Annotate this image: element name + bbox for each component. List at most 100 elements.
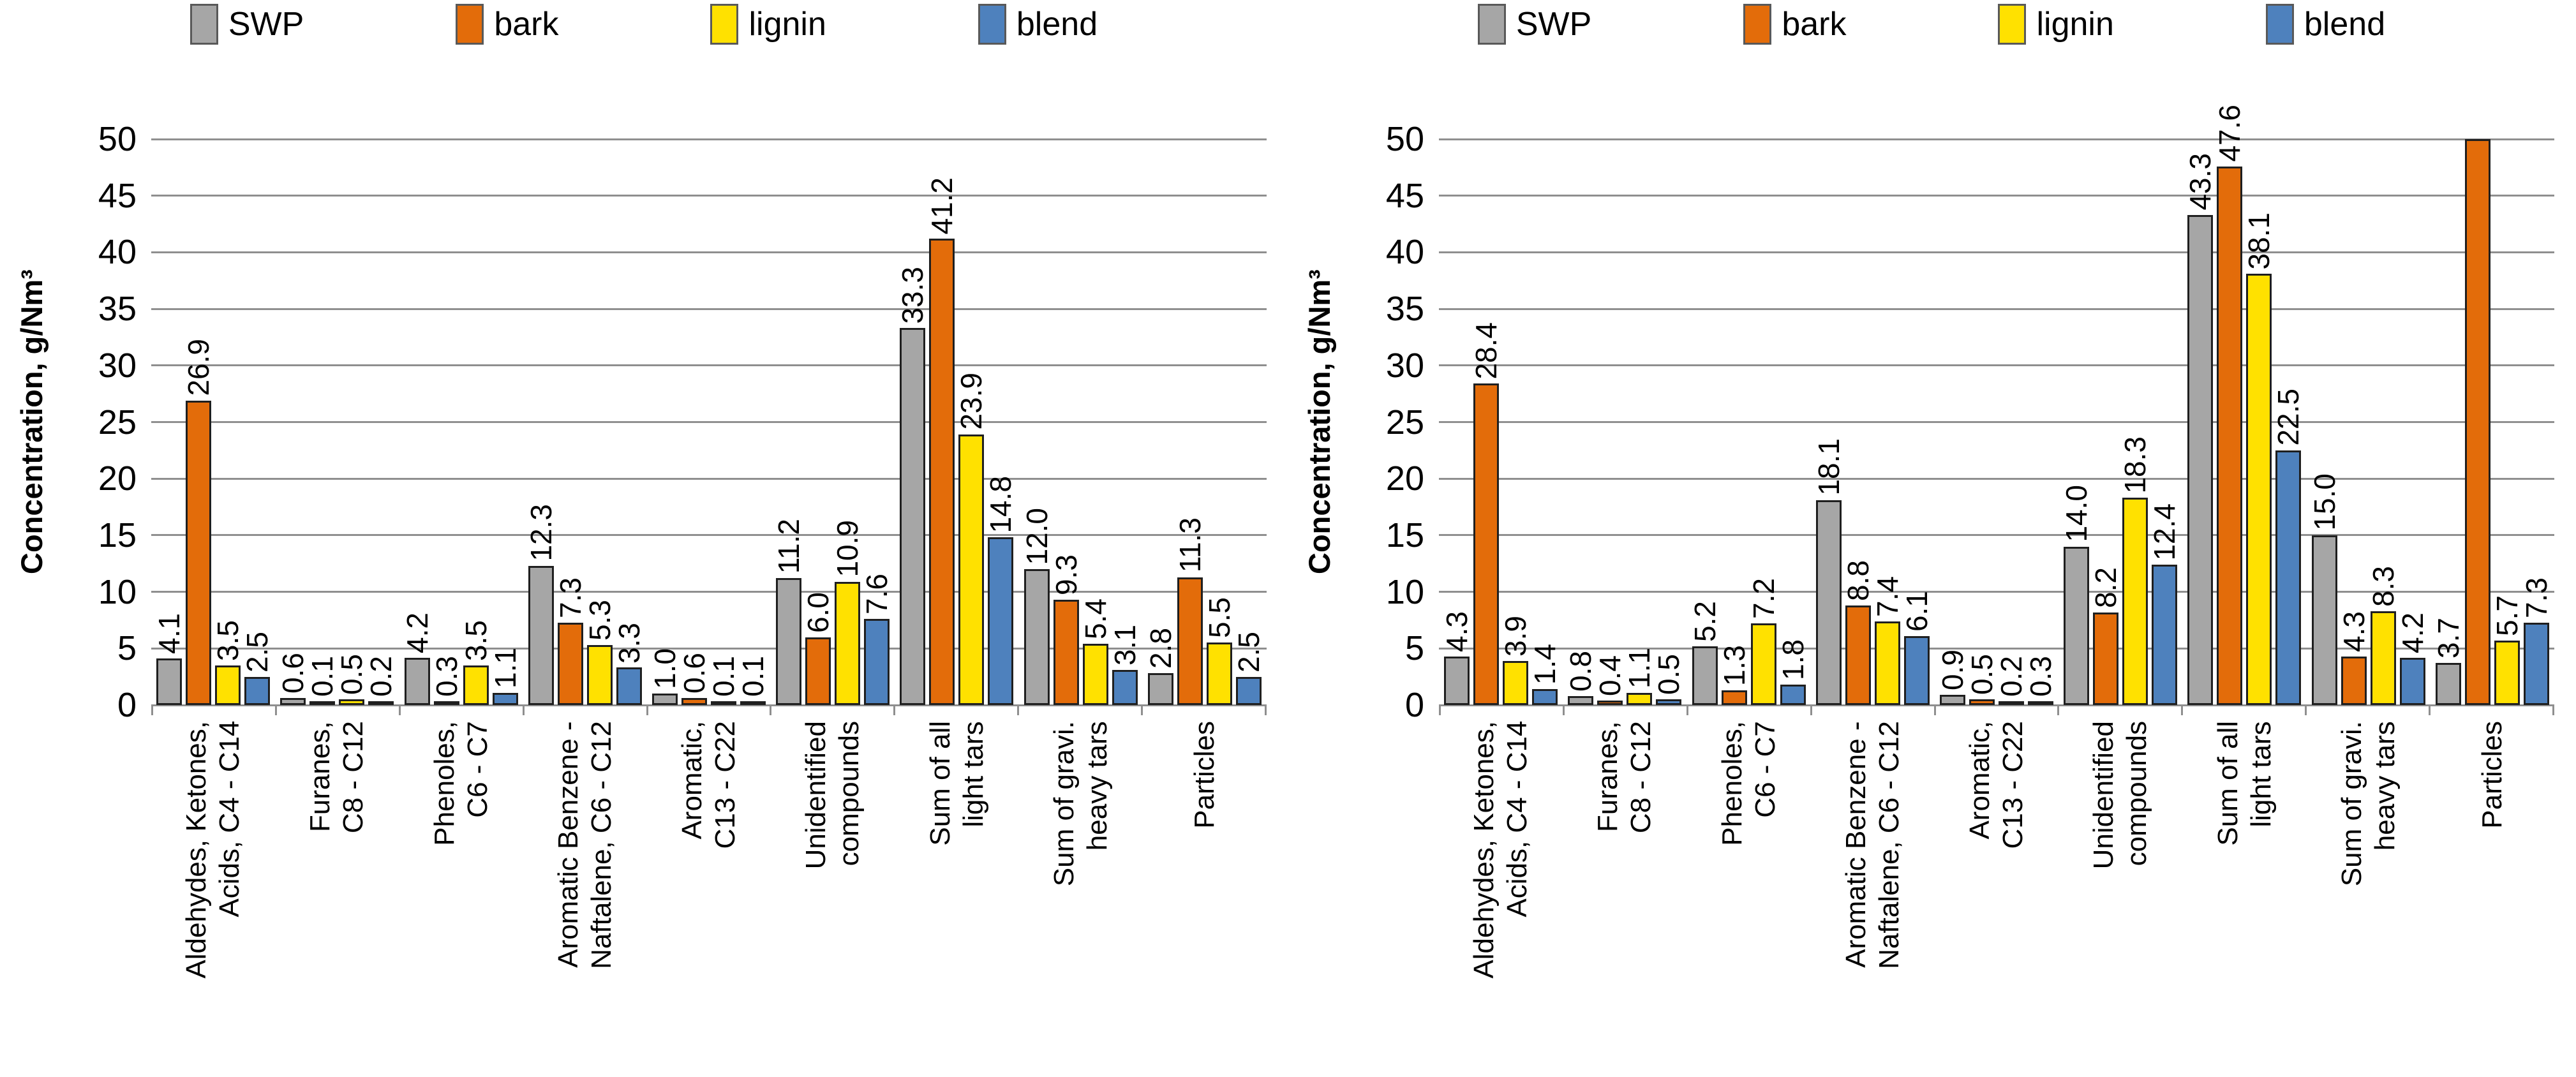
bar-value-label: 1.8 bbox=[1776, 639, 1810, 681]
bar-value-label: 7.3 bbox=[553, 577, 587, 618]
bar-value-label: 7.3 bbox=[2519, 577, 2553, 618]
x-axis-tick bbox=[2181, 705, 2305, 715]
bar-value-label: 1.4 bbox=[1528, 644, 1562, 685]
bar-value-label: 2.8 bbox=[1143, 628, 1177, 669]
bar-SWP: 1.0 bbox=[648, 648, 681, 705]
legend: SWP bark lignin blend bbox=[0, 4, 1288, 45]
bar-group: 0.9 0.5 0.2 0.3 bbox=[1935, 139, 2059, 705]
bar-group: 15.0 4.3 8.3 4.2 bbox=[2307, 139, 2431, 705]
bar-bark: 0.4 bbox=[1593, 655, 1627, 705]
bar-value-label: 2.5 bbox=[1232, 631, 1265, 672]
bar-value-label: 7.2 bbox=[1746, 578, 1780, 620]
bar-value-label: 38.1 bbox=[2242, 212, 2276, 270]
bar-blend: 0.2 bbox=[364, 656, 398, 705]
category-cell: Furanes, C8 - C12 bbox=[1563, 721, 1686, 1071]
category-cell: Sum of gravi. heavy tars bbox=[2307, 721, 2431, 1071]
bar-blend: 0.1 bbox=[736, 656, 770, 705]
bar-SWP: 0.8 bbox=[1564, 651, 1597, 705]
category-label: Aldehydes, Ketones, Acids, C4 - C14 bbox=[181, 721, 246, 979]
bar-SWP: 33.3 bbox=[896, 267, 929, 705]
x-axis-tick bbox=[1686, 705, 1810, 715]
bar-bark: 0.3 bbox=[430, 656, 463, 705]
bar-SWP: 3.7 bbox=[2432, 618, 2465, 705]
bar-group: 4.2 0.3 3.5 1.1 bbox=[399, 139, 523, 705]
bar-bark: 9.3 bbox=[1050, 554, 1083, 705]
category-cell: Aldehydes, Ketones, Acids, C4 - C14 bbox=[151, 721, 275, 1071]
bar-value-label: 1.1 bbox=[1623, 647, 1657, 688]
bar-bark: 1.3 bbox=[1718, 645, 1751, 705]
y-tick-label: 40 bbox=[1385, 233, 1424, 272]
y-tick-label: 0 bbox=[1404, 686, 1424, 724]
bar-value-label: 1.1 bbox=[488, 647, 522, 688]
bar-group: 18.1 8.8 7.4 6.1 bbox=[1811, 139, 1935, 705]
x-axis-tick bbox=[770, 705, 893, 715]
category-label: Sum of gravi. heavy tars bbox=[2335, 721, 2401, 887]
bar-group: 2.8 11.3 5.5 2.5 bbox=[1143, 139, 1267, 705]
bar-groups: 4.3 28.4 3.9 1.4 0.8 0.4 1.1 0.5 5.2 1.3 7.2 1.8 18.… bbox=[1439, 105, 2554, 705]
category-label: Phenoles, C6 - C7 bbox=[428, 721, 493, 846]
bar-value-label: 1.0 bbox=[648, 648, 681, 690]
bar-bark: 41.2 bbox=[925, 177, 958, 705]
bar-blend: 0.3 bbox=[2024, 656, 2057, 705]
bar-value-label: 3.9 bbox=[1499, 615, 1533, 657]
bar-value-label: 0.1 bbox=[736, 656, 770, 697]
category-cell: Furanes, C8 - C12 bbox=[275, 721, 399, 1071]
bar-value-label: 0.5 bbox=[335, 654, 369, 695]
bar-bark: 7.3 bbox=[554, 577, 587, 705]
y-tick-label: 35 bbox=[1385, 290, 1424, 329]
bar-blend: 22.5 bbox=[2272, 389, 2305, 705]
bar-blend: 14.8 bbox=[984, 476, 1017, 705]
bar-bark: 8.2 bbox=[2089, 567, 2122, 705]
bar-value-label: 18.3 bbox=[2118, 436, 2152, 494]
legend-item-lignin: lignin bbox=[710, 4, 826, 45]
gridline bbox=[1439, 477, 2554, 480]
y-tick-label: 5 bbox=[117, 629, 137, 668]
category-label: Aromatic Benzene - Naftalene, C6 - C12 bbox=[552, 721, 617, 969]
legend-item-blend: blend bbox=[2265, 4, 2385, 45]
bar-bark: 0.6 bbox=[678, 653, 711, 705]
bar-value-label: 0.4 bbox=[1593, 655, 1627, 696]
category-cell: Aromatic, C13 - C22 bbox=[1935, 721, 2059, 1071]
bar-value-label: 0.3 bbox=[2023, 656, 2057, 697]
y-tick-label: 15 bbox=[98, 516, 137, 554]
y-tick-label: 45 bbox=[98, 176, 137, 215]
category-cell: Sum of all light tars bbox=[895, 721, 1018, 1071]
legend-swatch-bark bbox=[456, 4, 484, 45]
bar-value-label: 26.9 bbox=[182, 339, 216, 396]
bar-value-label: 22.5 bbox=[2272, 389, 2305, 446]
bar-value-label: 11.3 bbox=[1173, 517, 1207, 573]
bar-SWP: 0.6 bbox=[276, 653, 309, 705]
bar-blend: 3.1 bbox=[1108, 625, 1142, 705]
gridline bbox=[151, 138, 1267, 140]
bar-value-label: 0.6 bbox=[276, 653, 310, 694]
bar-lignin: 5.7 bbox=[2490, 595, 2524, 705]
bar-bark: 28.4 bbox=[1470, 322, 1503, 705]
bar-blend: 1.4 bbox=[1528, 644, 1561, 705]
bar-value-label: 8.2 bbox=[2089, 567, 2123, 608]
legend-swatch-SWP bbox=[190, 4, 218, 45]
legend-swatch-SWP bbox=[1477, 4, 1506, 45]
bar-value-label: 4.3 bbox=[2337, 611, 2371, 652]
y-tick-label: 5 bbox=[1404, 629, 1424, 668]
category-cell: Aromatic, C13 - C22 bbox=[647, 721, 771, 1071]
bar-SWP: 4.1 bbox=[153, 613, 186, 705]
bar-group: 0.6 0.1 0.5 0.2 bbox=[275, 139, 399, 705]
bar-value-label: 5.4 bbox=[1078, 598, 1112, 640]
category-cell: Unidentified compounds bbox=[2059, 721, 2182, 1071]
y-tick-label: 30 bbox=[98, 346, 137, 385]
gridline bbox=[1439, 364, 2554, 367]
bar-group: 43.3 47.6 38.1 22.5 bbox=[2182, 105, 2306, 705]
bar-lignin: 0.2 bbox=[1995, 656, 2028, 705]
gridline bbox=[1439, 534, 2554, 537]
bar-value-label: 5.2 bbox=[1688, 600, 1722, 642]
legend-label-bark: bark bbox=[494, 6, 559, 43]
bar-value-label: 14.0 bbox=[2060, 485, 2094, 542]
bar-SWP: 5.2 bbox=[1688, 601, 1722, 705]
bar-lignin: 7.4 bbox=[1871, 576, 1904, 705]
bar-value-label: 1.3 bbox=[1717, 645, 1751, 686]
bar-SWP: 0.9 bbox=[1936, 650, 1969, 705]
bar-group: 12.3 7.3 5.3 3.3 bbox=[523, 139, 647, 705]
bar-SWP: 12.0 bbox=[1020, 508, 1053, 705]
bar-value-label: 28.4 bbox=[1470, 322, 1503, 380]
